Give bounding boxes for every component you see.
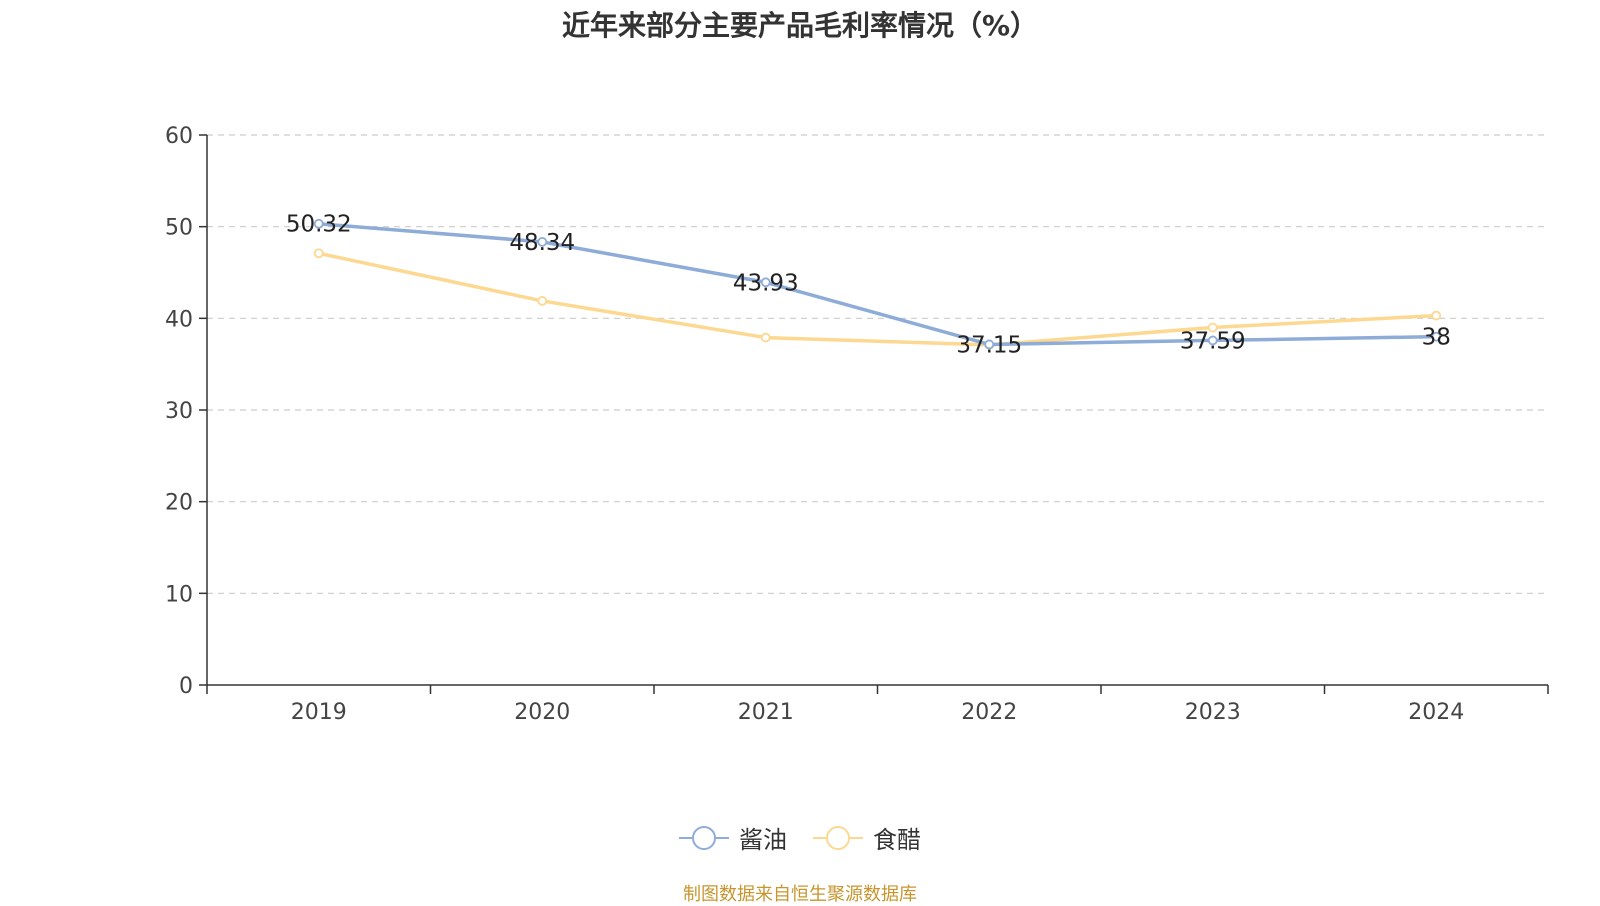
y-tick-label-60: 60 (165, 124, 193, 149)
data-label-0-2021: 43.93 (733, 270, 799, 296)
y-tick-label-40: 40 (165, 307, 193, 332)
legend-label-vinegar: 食醋 (873, 826, 921, 854)
series-line-0 (318, 221, 1437, 347)
y-tick-label-30: 30 (165, 399, 193, 424)
point-1-2024 (1431, 310, 1442, 321)
point-0-2019 (313, 218, 324, 229)
point-1-2020 (537, 296, 548, 306)
y-tick-label-0: 0 (179, 674, 193, 699)
point-0-2020 (537, 236, 548, 247)
point-0-2021 (760, 277, 771, 288)
data-source-note: 制图数据来自恒生聚源数据库 (683, 884, 917, 905)
y-tick-label-20: 20 (165, 491, 193, 516)
chart-title: 近年来部分主要产品毛利率情况（%） (561, 9, 1039, 42)
legend-swatch-soy-sauce (679, 825, 729, 850)
point-0-2022 (984, 339, 995, 350)
x-tick-label-2019: 2019 (291, 700, 347, 725)
y-tick-label-10: 10 (165, 582, 193, 607)
point-1-2019 (313, 248, 324, 259)
data-label-0-2024: 38 (1422, 325, 1451, 351)
y-tick-label-50: 50 (165, 216, 193, 241)
x-tick-label-2021: 2021 (738, 700, 794, 725)
legend-item-vinegar[interactable]: 食醋 (813, 820, 921, 855)
data-label-0-2020: 48.34 (509, 230, 575, 256)
data-label-0-2023: 37.59 (1180, 328, 1246, 354)
point-0-2023 (1207, 335, 1218, 346)
point-1-2021 (760, 332, 771, 343)
legend-label-soy-sauce: 酱油 (739, 826, 787, 854)
point-1-2023 (1207, 322, 1218, 333)
legend-item-soy-sauce[interactable]: 酱油 (679, 820, 787, 855)
legend: 酱油 食醋 (0, 820, 1600, 855)
point-0-2024 (1431, 331, 1442, 342)
x-tick-label-2022: 2022 (961, 700, 1017, 725)
legend-swatch-vinegar (813, 825, 863, 850)
x-tick-label-2024: 2024 (1408, 700, 1464, 725)
data-label-0-2022: 37.15 (956, 332, 1022, 358)
data-label-0-2019: 50.32 (286, 212, 352, 238)
series-line-1 (318, 251, 1437, 347)
x-tick-label-2023: 2023 (1185, 700, 1241, 725)
x-tick-label-2020: 2020 (514, 700, 570, 725)
